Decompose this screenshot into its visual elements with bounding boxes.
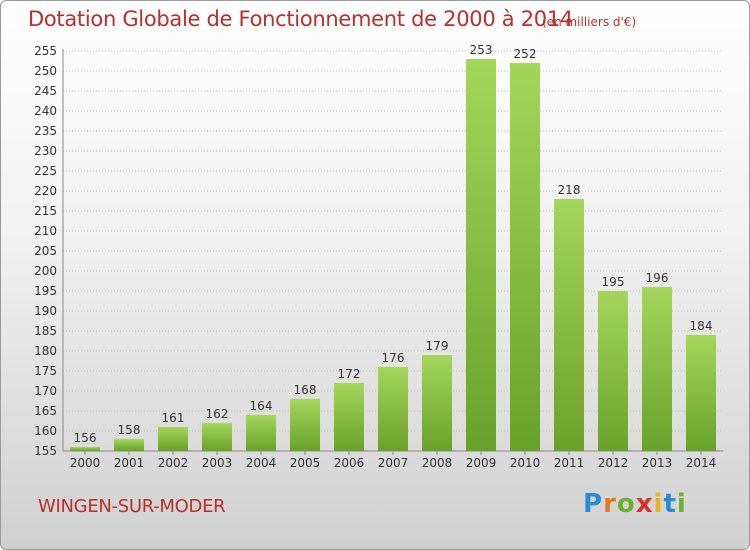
bar: [70, 447, 100, 451]
bar: [422, 355, 452, 451]
x-tick-label: 2010: [510, 456, 541, 470]
x-tick-label: 2009: [466, 456, 497, 470]
bar: [466, 59, 496, 451]
data-label: 195: [602, 275, 625, 289]
y-tick-label: 220: [34, 184, 57, 198]
x-tick-label: 2014: [686, 456, 717, 470]
x-tick-label: 2004: [246, 456, 277, 470]
x-tick-label: 2007: [378, 456, 409, 470]
x-tick-label: 2011: [554, 456, 585, 470]
proxiti-logo: Proxiti: [583, 489, 687, 519]
bar: [334, 383, 364, 451]
x-tick-label: 2002: [158, 456, 189, 470]
y-tick-label: 240: [34, 104, 57, 118]
bar: [158, 427, 188, 451]
y-tick-label: 170: [34, 384, 57, 398]
bar: [378, 367, 408, 451]
y-tick-label: 225: [34, 164, 57, 178]
y-tick-label: 255: [34, 44, 57, 58]
x-tick-label: 2008: [422, 456, 453, 470]
y-tick-label: 245: [34, 84, 57, 98]
bar: [246, 415, 276, 451]
data-label: 161: [162, 411, 185, 425]
y-tick-label: 210: [34, 224, 57, 238]
y-tick-label: 205: [34, 244, 57, 258]
x-tick-label: 2001: [114, 456, 145, 470]
bar: [202, 423, 232, 451]
data-label: 179: [426, 339, 449, 353]
x-tick-label: 2012: [598, 456, 629, 470]
y-tick-label: 215: [34, 204, 57, 218]
logo-letter: P: [583, 489, 604, 519]
bar: [598, 291, 628, 451]
data-label: 172: [338, 367, 361, 381]
chart-title: Dotation Globale de Fonctionnement de 20…: [28, 7, 573, 31]
bar: [510, 63, 540, 451]
logo-letter: o: [616, 489, 636, 519]
logo-letter: x: [635, 489, 654, 519]
data-label: 218: [558, 183, 581, 197]
y-tick-label: 165: [34, 404, 57, 418]
y-tick-label: 155: [34, 444, 57, 458]
x-tick-label: 2005: [290, 456, 321, 470]
bar: [686, 335, 716, 451]
y-tick-label: 180: [34, 344, 57, 358]
bar: [554, 199, 584, 451]
bar: [642, 287, 672, 451]
data-label: 252: [514, 47, 537, 61]
bar: [290, 399, 320, 451]
logo-letter: t: [663, 489, 677, 519]
chart-unit: (en milliers d'€): [542, 15, 637, 29]
y-tick-label: 160: [34, 424, 57, 438]
data-label: 156: [74, 431, 97, 445]
data-label: 158: [118, 423, 141, 437]
bar: [114, 439, 144, 451]
x-tick-label: 2013: [642, 456, 673, 470]
commune-name: WINGEN-SUR-MODER: [38, 496, 226, 517]
logo-letter: i: [676, 489, 687, 519]
logo-letter: r: [603, 489, 617, 519]
data-label: 164: [250, 399, 273, 413]
y-tick-label: 230: [34, 144, 57, 158]
y-tick-label: 195: [34, 284, 57, 298]
x-tick-label: 2003: [202, 456, 233, 470]
y-tick-label: 175: [34, 364, 57, 378]
data-label: 168: [294, 383, 317, 397]
x-tick-label: 2000: [70, 456, 101, 470]
y-tick-label: 185: [34, 324, 57, 338]
y-tick-label: 190: [34, 304, 57, 318]
x-tick-label: 2006: [334, 456, 365, 470]
data-label: 196: [646, 271, 669, 285]
data-label: 253: [470, 43, 493, 57]
y-tick-label: 200: [34, 264, 57, 278]
y-tick-label: 250: [34, 64, 57, 78]
data-label: 184: [690, 319, 713, 333]
y-tick-label: 235: [34, 124, 57, 138]
logo-letter: i: [653, 489, 664, 519]
data-label: 162: [206, 407, 229, 421]
data-label: 176: [382, 351, 405, 365]
